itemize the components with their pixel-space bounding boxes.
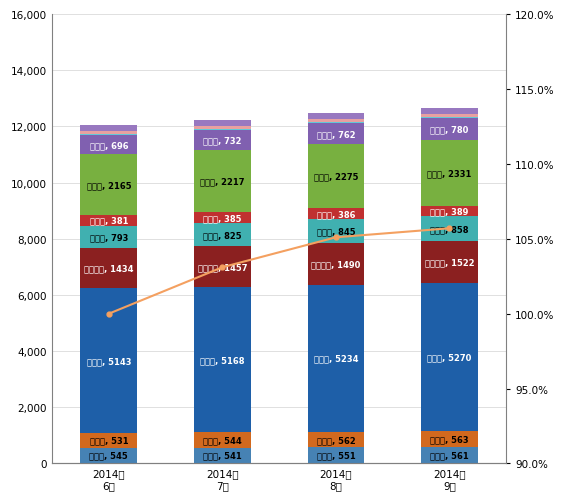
- Bar: [194, 126, 251, 129]
- Bar: [307, 219, 365, 243]
- Bar: [194, 448, 251, 463]
- Text: 東京都, 5143: 東京都, 5143: [87, 356, 131, 365]
- Text: 兵庫県, 780: 兵庫県, 780: [430, 125, 469, 134]
- Text: 千葉県, 544: 千葉県, 544: [203, 436, 242, 445]
- Text: 大阪府, 2275: 大阪府, 2275: [314, 172, 358, 181]
- Text: 兵庫県, 732: 兵庫県, 732: [203, 136, 242, 145]
- Bar: [194, 224, 251, 247]
- Text: 大阪府, 2331: 大阪府, 2331: [427, 169, 471, 178]
- Bar: [80, 289, 137, 433]
- Text: 神奈川県, 1434: 神奈川県, 1434: [84, 264, 134, 273]
- Bar: [194, 120, 251, 126]
- Text: 神奈川県, 1457: 神奈川県, 1457: [198, 263, 247, 272]
- Bar: [194, 129, 251, 130]
- Bar: [421, 431, 478, 447]
- Bar: [307, 432, 365, 447]
- Text: 大阪府, 2217: 大阪府, 2217: [200, 177, 245, 186]
- Text: 愛知県, 858: 愛知県, 858: [430, 224, 469, 233]
- Bar: [421, 141, 478, 206]
- Bar: [80, 215, 137, 226]
- Text: 愛知県, 845: 愛知県, 845: [316, 227, 355, 236]
- Text: 千葉県, 562: 千葉県, 562: [316, 435, 355, 444]
- Bar: [307, 243, 365, 285]
- Bar: [307, 120, 365, 123]
- Bar: [194, 130, 251, 151]
- Bar: [80, 248, 137, 289]
- Bar: [421, 447, 478, 463]
- Text: 愛知県, 793: 愛知県, 793: [89, 233, 128, 242]
- Text: 東京都, 5168: 東京都, 5168: [200, 356, 245, 365]
- Text: 埼玉県, 541: 埼玉県, 541: [203, 451, 242, 460]
- Bar: [421, 108, 478, 115]
- Bar: [421, 217, 478, 241]
- Bar: [80, 155, 137, 215]
- Text: 千葉県, 531: 千葉県, 531: [89, 436, 128, 445]
- Bar: [194, 288, 251, 432]
- Text: 大阪府, 2165: 大阪府, 2165: [87, 181, 131, 190]
- Text: 兵庫県, 762: 兵庫県, 762: [316, 130, 355, 139]
- Bar: [421, 118, 478, 119]
- Bar: [421, 284, 478, 431]
- Text: 京都府, 389: 京都府, 389: [430, 207, 469, 216]
- Bar: [307, 447, 365, 463]
- Text: 京都府, 381: 京都府, 381: [89, 216, 128, 225]
- Bar: [421, 206, 478, 217]
- Bar: [80, 433, 137, 448]
- Bar: [80, 132, 137, 134]
- Bar: [307, 285, 365, 432]
- Bar: [194, 213, 251, 224]
- Bar: [307, 209, 365, 219]
- Bar: [421, 241, 478, 284]
- Bar: [194, 432, 251, 448]
- Bar: [80, 134, 137, 135]
- Bar: [80, 126, 137, 132]
- Text: 千葉県, 563: 千葉県, 563: [430, 435, 469, 444]
- Bar: [307, 123, 365, 124]
- Bar: [80, 226, 137, 248]
- Text: 神奈川県, 1490: 神奈川県, 1490: [311, 260, 361, 269]
- Bar: [194, 151, 251, 213]
- Text: 京都府, 385: 京都府, 385: [203, 214, 242, 223]
- Text: 埼玉県, 545: 埼玉県, 545: [89, 451, 128, 460]
- Bar: [80, 448, 137, 463]
- Text: 東京都, 5270: 東京都, 5270: [427, 353, 471, 362]
- Text: 埼玉県, 561: 埼玉県, 561: [430, 450, 469, 459]
- Text: 東京都, 5234: 東京都, 5234: [314, 354, 358, 363]
- Text: 兵庫県, 696: 兵庫県, 696: [89, 141, 128, 150]
- Bar: [421, 119, 478, 141]
- Text: 京都府, 386: 京都府, 386: [317, 210, 355, 219]
- Bar: [307, 113, 365, 120]
- Bar: [421, 115, 478, 118]
- Bar: [307, 145, 365, 209]
- Text: 神奈川県, 1522: 神奈川県, 1522: [424, 258, 474, 267]
- Bar: [194, 247, 251, 288]
- Bar: [307, 124, 365, 145]
- Bar: [80, 135, 137, 155]
- Text: 埼玉県, 551: 埼玉県, 551: [316, 451, 355, 460]
- Text: 愛知県, 825: 愛知県, 825: [203, 231, 242, 240]
